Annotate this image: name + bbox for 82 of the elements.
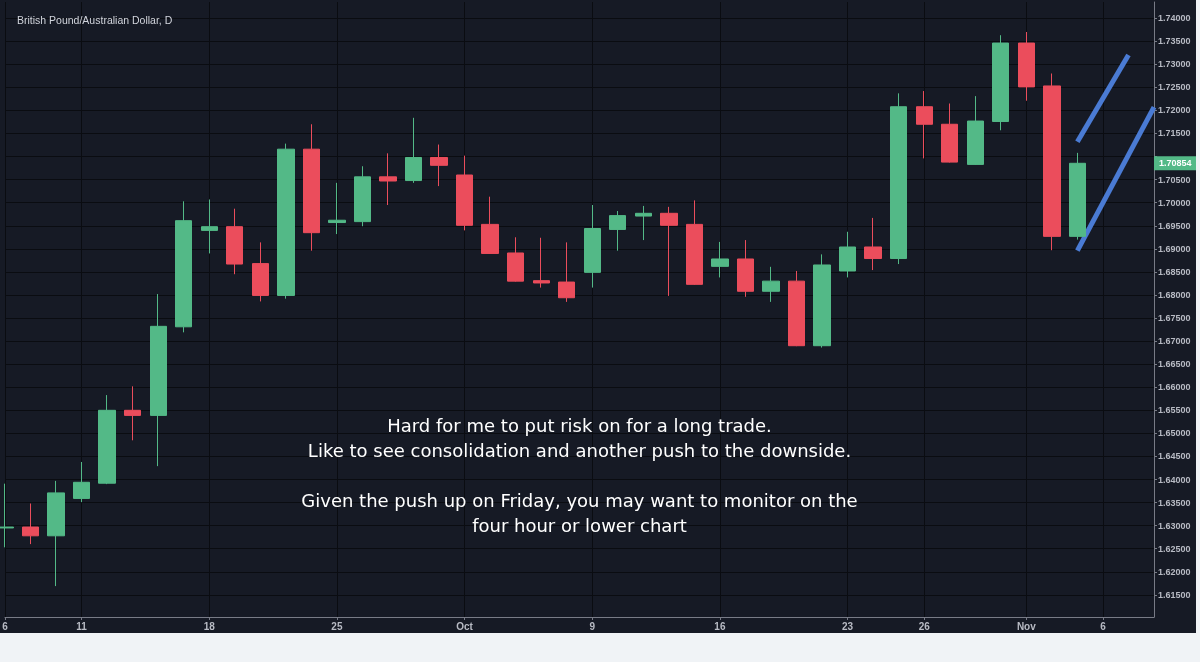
x-tick-label: 6: [1100, 620, 1107, 632]
annotation: Hard for me to put risk on for a long trade. Like to see consolidation and another push to the downside.: [307, 415, 852, 461]
candlestick: [124, 385, 141, 441]
y-tick-label: 1.68500: [1158, 266, 1191, 277]
candlestick: [686, 199, 703, 286]
x-tick-label: 26: [918, 620, 931, 632]
candlestick: [660, 206, 678, 297]
candlestick: [98, 394, 116, 485]
x-tick-label: 18: [203, 620, 216, 632]
candlestick: [635, 205, 652, 241]
y-tick-label: 1.64000: [1158, 474, 1191, 485]
candlestick: [609, 210, 626, 252]
y-tick-label: 1.62500: [1158, 543, 1191, 554]
y-tick-label: 1.70500: [1158, 174, 1191, 185]
y-tick-label: 1.67500: [1158, 313, 1191, 324]
candlestick: [405, 117, 422, 184]
x-tick-label: 16: [714, 620, 726, 632]
annotation: Given the push up on Friday, you may want to monitor on the four hour or lower chart: [301, 490, 858, 536]
candlestick: [813, 253, 831, 349]
y-tick-label: 1.62000: [1158, 566, 1191, 577]
candlestick: [762, 266, 780, 303]
candlestick: [558, 241, 575, 303]
y-tick-label: 1.61500: [1158, 589, 1191, 600]
x-tick-label: 9: [589, 620, 596, 632]
candlestick: [584, 204, 601, 289]
x-tick-label: Nov: [1016, 620, 1037, 632]
y-tick-label: 1.72000: [1158, 105, 1191, 116]
x-tick-label: 25: [331, 620, 343, 632]
y-tick-label: 1.70000: [1158, 197, 1191, 208]
candlestick: [711, 241, 729, 278]
candlestick: [303, 123, 320, 252]
x-tick-label: 11: [76, 620, 88, 632]
candlestick: [354, 165, 371, 227]
x-tick-label: 6: [2, 620, 9, 632]
candlestick: [507, 236, 524, 283]
y-tick-label: 1.65000: [1158, 428, 1191, 439]
candlestick: [788, 270, 805, 347]
candlestick: [481, 196, 499, 255]
candlestick: [22, 503, 39, 545]
y-tick-label: 1.73500: [1158, 36, 1191, 47]
candlestick: [430, 144, 448, 187]
candlestick: [47, 480, 65, 587]
candlestick: [839, 231, 856, 278]
y-tick-label: 1.63500: [1158, 497, 1191, 508]
candlestick: [1018, 31, 1035, 102]
candlestick: [1069, 152, 1086, 241]
candlestick: [533, 237, 550, 289]
candlestick: [967, 95, 984, 166]
y-tick-label: 1.67000: [1158, 336, 1191, 347]
y-tick-label: 1.72500: [1158, 82, 1191, 93]
candlestick: [941, 103, 958, 164]
candlestick: [890, 92, 907, 265]
y-tick-label: 1.68000: [1158, 289, 1191, 300]
candlestick: [277, 143, 295, 300]
y-tick-label: 1.73000: [1158, 59, 1191, 70]
y-tick-label: 1.64500: [1158, 451, 1191, 462]
y-tick-label: 1.63000: [1158, 520, 1191, 531]
y-tick-label: 1.65500: [1158, 405, 1191, 416]
y-tick-label: 1.66000: [1158, 382, 1191, 393]
annotation: 1.70854: [1159, 158, 1192, 169]
candlestick: [175, 200, 192, 333]
y-tick-label: 1.74000: [1158, 13, 1191, 24]
candlestick: [150, 293, 167, 467]
candlestick: [73, 461, 90, 503]
candlestick: [328, 182, 346, 235]
candlestick: [252, 241, 269, 302]
candlestick: [1043, 73, 1061, 251]
candlestick: [201, 198, 218, 254]
x-tick-label: 23: [842, 620, 854, 632]
candlestick: [864, 217, 882, 271]
candlestick: [737, 239, 754, 298]
text: British Pound/Australian Dollar, D: [17, 13, 173, 26]
candlestick: [916, 90, 933, 159]
y-tick-label: 1.69000: [1158, 243, 1191, 254]
x-tick-label: Oct: [456, 620, 474, 632]
candlestick: [226, 208, 243, 275]
candlestick: [379, 152, 397, 206]
y-tick-label: 1.69500: [1158, 220, 1191, 231]
candlestick: [456, 155, 473, 231]
candlestick: [992, 34, 1009, 131]
y-tick-label: 1.66500: [1158, 359, 1191, 370]
y-tick-label: 1.71500: [1158, 128, 1191, 139]
